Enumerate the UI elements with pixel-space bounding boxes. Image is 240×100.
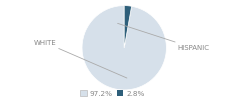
Text: HISPANIC: HISPANIC [118, 23, 209, 51]
Wedge shape [82, 6, 166, 90]
Legend: 97.2%, 2.8%: 97.2%, 2.8% [77, 87, 148, 100]
Text: WHITE: WHITE [34, 40, 127, 78]
Wedge shape [124, 6, 132, 48]
